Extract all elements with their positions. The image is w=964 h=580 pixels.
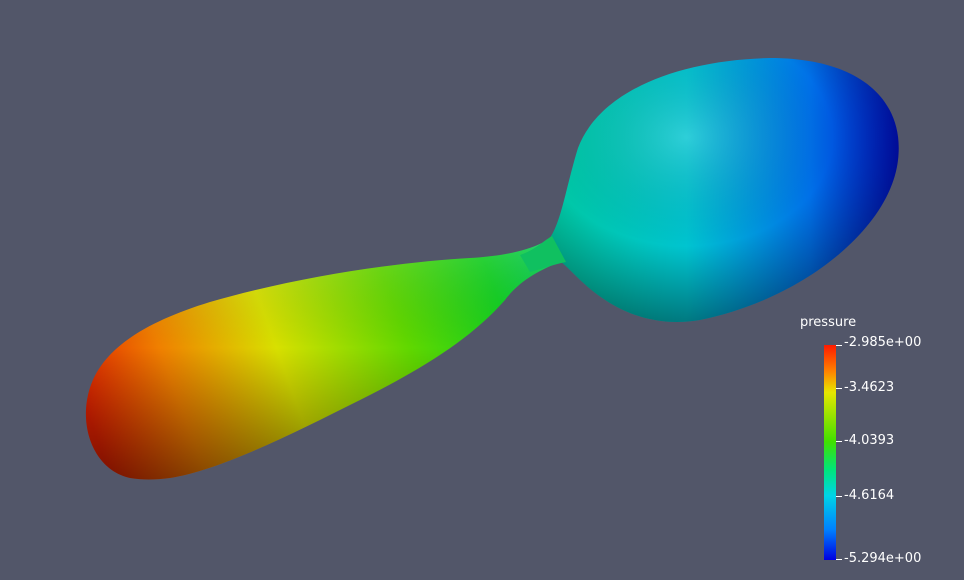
colorbar-tick-label: -3.4623	[844, 380, 895, 395]
pressure-field-surface[interactable]	[85, 58, 899, 480]
colorbar-tick	[836, 388, 842, 389]
colorbar-tick	[836, 496, 842, 497]
colorbar-tick-label: -4.0393	[844, 433, 895, 448]
legend-title: pressure	[800, 315, 857, 330]
colorbar-max-label: -2.985e+00	[844, 335, 922, 350]
colorbar-tick	[836, 559, 842, 560]
colorbar-tick	[836, 441, 842, 442]
colorbar-tick-label: -4.6164	[844, 488, 895, 503]
colorbar	[824, 345, 836, 560]
colorbar-tick	[836, 345, 842, 346]
colorbar-min-label: -5.294e+00	[844, 551, 922, 566]
neck	[520, 236, 566, 272]
